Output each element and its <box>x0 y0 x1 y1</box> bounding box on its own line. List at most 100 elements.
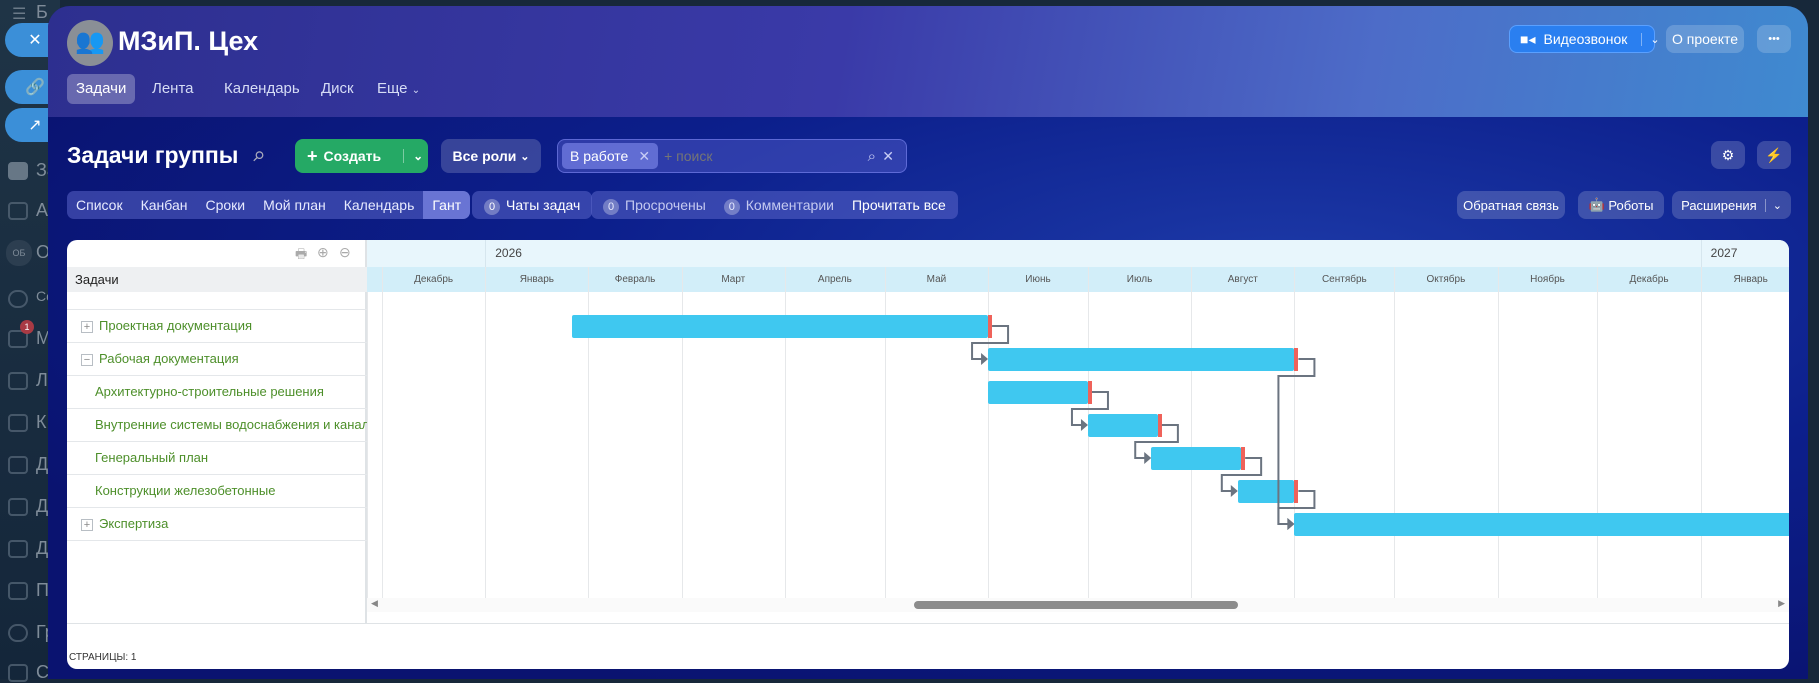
dependency-link[interactable] <box>1277 490 1316 525</box>
task-row[interactable]: Архитектурно-строительные решения <box>67 376 367 409</box>
task-bar[interactable] <box>988 348 1295 371</box>
sidebar-item[interactable]: С <box>36 662 49 682</box>
roles-dropdown[interactable]: Все роли ⌄ <box>441 139 541 173</box>
task-name[interactable]: Проектная документация <box>99 318 253 333</box>
sidebar-item[interactable]: О <box>36 242 51 262</box>
sidebar-item[interactable]: Л <box>36 370 48 390</box>
divider <box>67 623 1789 624</box>
chevron-down-icon: ⌄ <box>411 85 421 96</box>
sidebar-item[interactable]: М <box>36 328 51 348</box>
task-chats-counter[interactable]: 0 Чаты задач <box>472 191 593 219</box>
comments-counter[interactable]: 0 Комментарии <box>715 191 843 219</box>
tab-gantt[interactable]: Гант <box>423 191 471 219</box>
task-bar[interactable] <box>571 315 989 338</box>
tab-more[interactable]: Еще ⌄ <box>368 74 429 104</box>
sidebar-item[interactable]: Д <box>36 496 49 516</box>
group-icon <box>8 624 28 642</box>
task-name[interactable]: Конструкции железобетонные <box>95 483 276 498</box>
deadline-marker[interactable] <box>1087 381 1092 404</box>
horizontal-scrollbar[interactable]: ◀ ▶ <box>367 598 1789 612</box>
task-list-pane: 🖶 ⊕ ⊖ Задачи + Проектная документация − Раб… <box>67 240 367 623</box>
scroll-left-icon[interactable]: ◀ <box>371 598 378 608</box>
settings-gear-icon[interactable]: ⚙ <box>1711 141 1745 169</box>
tab-calendar-view[interactable]: Календарь <box>343 197 415 213</box>
sidebar-item[interactable]: Д <box>36 454 49 474</box>
task-name[interactable]: Внутренние системы водоснабжения и канал… <box>95 417 367 432</box>
month-label: Декабрь <box>414 274 454 285</box>
clear-search-icon[interactable]: ✕ <box>882 147 894 164</box>
task-bar[interactable] <box>1237 480 1295 503</box>
video-call-button[interactable]: ■◂ Видеозвонок ⌄ <box>1509 25 1660 53</box>
search-input[interactable] <box>664 148 815 164</box>
dependency-link[interactable] <box>1134 424 1179 459</box>
task-bar[interactable] <box>1151 447 1242 470</box>
read-all-button[interactable]: Прочитать все <box>851 197 946 213</box>
task-name[interactable]: Экспертиза <box>99 516 169 531</box>
dependency-link[interactable] <box>971 325 1010 360</box>
overdue-counter[interactable]: 0 Просрочены <box>594 191 715 219</box>
task-name[interactable]: Рабочая документация <box>99 351 239 366</box>
collapse-icon[interactable]: − <box>81 353 93 366</box>
deadline-marker[interactable] <box>988 315 993 338</box>
task-row[interactable]: − Рабочая документация <box>67 343 367 376</box>
lightning-icon[interactable]: ⚡ <box>1757 141 1791 169</box>
scrollbar-thumb[interactable] <box>914 601 1238 609</box>
sidebar-item[interactable]: Д <box>36 538 49 558</box>
about-project-button[interactable]: О проекте <box>1666 25 1744 53</box>
sidebar-item[interactable]: А <box>36 200 49 220</box>
search-filter[interactable]: В работе ✕ ⌕ ✕ <box>557 139 907 173</box>
task-row[interactable]: + Проектная документация <box>67 310 367 343</box>
robots-button[interactable]: 🤖 Роботы <box>1578 191 1664 219</box>
task-row[interactable]: + Экспертиза <box>67 508 367 541</box>
group-avatar-icon[interactable]: 👥 <box>67 20 113 66</box>
search-icon[interactable]: ⌕ <box>867 147 876 165</box>
robots-label: Роботы <box>1608 197 1654 213</box>
month-label: Июнь <box>1025 274 1051 285</box>
dependency-link[interactable] <box>1220 457 1263 492</box>
deadline-marker[interactable] <box>1157 414 1162 437</box>
pin-icon[interactable]: ⚲ <box>249 146 268 166</box>
tab-my-plan[interactable]: Мой план <box>263 197 326 213</box>
extensions-button[interactable]: Расширения ⌄ <box>1672 191 1791 219</box>
tab-deadlines[interactable]: Сроки <box>205 197 246 213</box>
filter-chip[interactable]: В работе ✕ <box>562 143 659 169</box>
chevron-down-icon[interactable]: ⌄ <box>1764 198 1782 212</box>
task-bar[interactable] <box>988 381 1088 404</box>
task-name[interactable]: Генеральный план <box>95 450 209 465</box>
dependency-link[interactable] <box>1277 358 1316 525</box>
tab-disk[interactable]: Диск <box>321 80 354 97</box>
task-bar[interactable] <box>1294 513 1789 536</box>
menu-icon[interactable]: ☰ <box>12 6 27 23</box>
dependency-link[interactable] <box>1070 391 1109 426</box>
tab-calendar[interactable]: Календарь <box>224 80 300 97</box>
tab-list[interactable]: Список <box>76 197 123 213</box>
calendar-icon <box>8 414 28 432</box>
deadline-marker[interactable] <box>1294 480 1299 503</box>
expand-icon[interactable]: + <box>81 518 93 531</box>
tab-kanban[interactable]: Канбан <box>140 197 188 213</box>
chevron-down-icon[interactable]: ⌄ <box>403 149 423 163</box>
zoom-out-icon[interactable]: ⊖ <box>339 244 351 260</box>
more-icon[interactable]: ••• <box>1757 25 1791 53</box>
deadline-marker[interactable] <box>1294 348 1299 371</box>
month-label: Апрель <box>817 274 852 285</box>
sidebar-item[interactable]: П <box>36 580 49 600</box>
deadline-marker[interactable] <box>1241 447 1246 470</box>
zoom-in-icon[interactable]: ⊕ <box>317 244 329 260</box>
expand-icon[interactable]: + <box>81 320 93 333</box>
task-row[interactable]: Генеральный план <box>67 442 367 475</box>
sidebar-item[interactable]: К <box>36 412 47 432</box>
tab-feed[interactable]: Лента <box>152 80 194 97</box>
feedback-button[interactable]: Обратная связь <box>1457 191 1565 219</box>
task-row[interactable]: Внутренние системы водоснабжения и канал… <box>67 409 367 442</box>
chevron-down-icon[interactable]: ⌄ <box>1641 32 1660 46</box>
board-icon <box>8 498 28 516</box>
task-name[interactable]: Архитектурно-строительные решения <box>95 384 324 399</box>
create-button[interactable]: + Создать ⌄ <box>295 139 428 173</box>
print-icon[interactable]: 🖶 <box>295 246 308 261</box>
task-bar[interactable] <box>1087 414 1158 437</box>
task-row[interactable]: Конструкции железобетонные <box>67 475 367 508</box>
tab-tasks[interactable]: Задачи <box>67 74 136 104</box>
remove-chip-icon[interactable]: ✕ <box>638 147 651 164</box>
scroll-right-icon[interactable]: ▶ <box>1778 598 1785 608</box>
